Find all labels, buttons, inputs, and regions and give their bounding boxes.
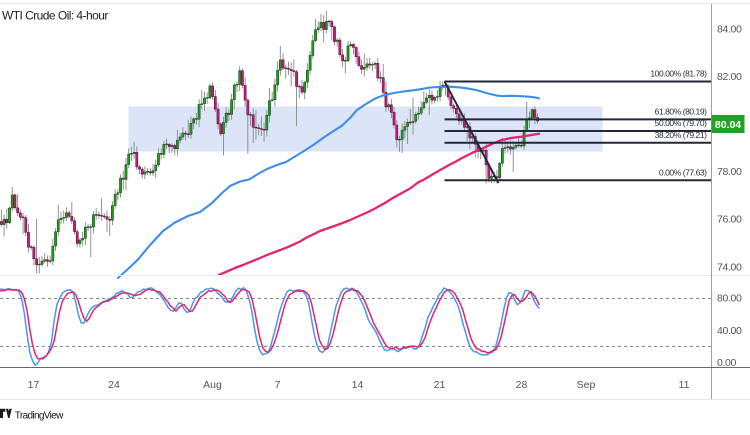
svg-text:0.00: 0.00 — [717, 357, 737, 369]
svg-text:Sep: Sep — [577, 379, 596, 391]
svg-text:82.00: 82.00 — [717, 71, 742, 83]
svg-text:80.04: 80.04 — [715, 119, 741, 131]
svg-text:74.00: 74.00 — [717, 261, 742, 273]
svg-text:100.00% (81.78): 100.00% (81.78) — [650, 69, 707, 79]
svg-text:17: 17 — [28, 379, 40, 391]
svg-text:76.00: 76.00 — [717, 214, 742, 226]
svg-text:28: 28 — [516, 379, 528, 391]
svg-text:Aug: Aug — [203, 379, 222, 391]
svg-text:TradingView: TradingView — [15, 410, 64, 421]
svg-text:24: 24 — [108, 379, 120, 391]
svg-text:21: 21 — [434, 379, 446, 391]
svg-text:80.00: 80.00 — [717, 293, 742, 305]
svg-text:38.20% (79.21): 38.20% (79.21) — [655, 130, 707, 140]
svg-text:78.00: 78.00 — [717, 166, 742, 178]
svg-text:7: 7 — [275, 379, 281, 391]
svg-text:84.00: 84.00 — [717, 23, 742, 35]
svg-text:11: 11 — [679, 379, 690, 391]
svg-text:WTI Crude Oil: 4-hour: WTI Crude Oil: 4-hour — [2, 9, 108, 23]
svg-text:0.00% (77.63): 0.00% (77.63) — [659, 168, 707, 178]
svg-text:14: 14 — [352, 379, 364, 391]
svg-text:61.80% (80.19): 61.80% (80.19) — [655, 107, 707, 117]
svg-text:50.00% (79.70): 50.00% (79.70) — [655, 118, 707, 128]
svg-text:40.00: 40.00 — [717, 325, 742, 337]
